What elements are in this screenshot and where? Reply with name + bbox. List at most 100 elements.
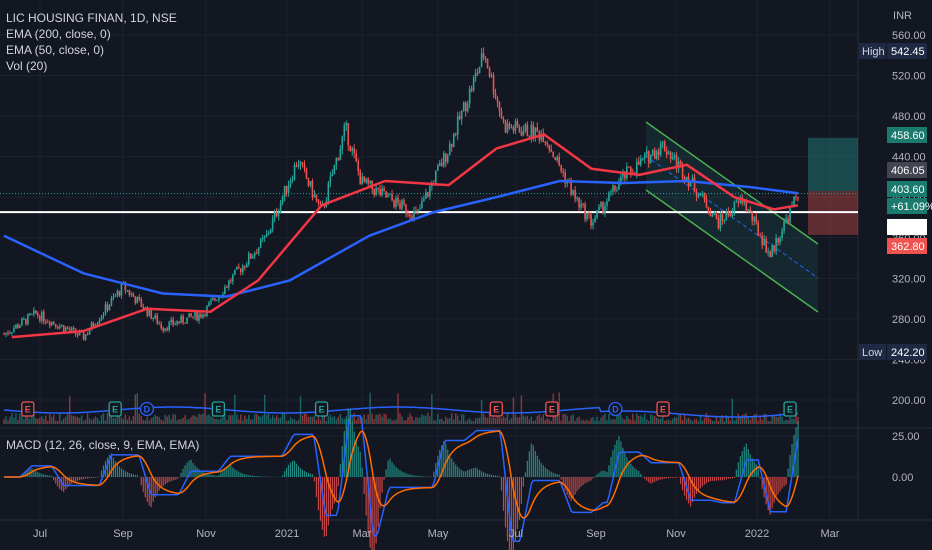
macd-histogram-bar: [707, 477, 710, 483]
volume-bar: [693, 419, 696, 424]
macd-histogram-bar: [152, 477, 154, 502]
volume-bar: [604, 413, 606, 424]
macd-histogram-bar: [705, 477, 708, 484]
volume-bar: [669, 420, 672, 424]
volume-bar: [5, 416, 7, 424]
candle-body: [630, 167, 632, 173]
volume-bar: [536, 416, 539, 424]
volume-bar: [27, 417, 29, 424]
macd-histogram-bar: [47, 475, 49, 477]
macd-histogram-bar: [158, 477, 160, 491]
macd-histogram-bar: [648, 477, 650, 483]
candle-body: [604, 206, 606, 213]
volume-bar: [667, 419, 670, 424]
channel-lower: [645, 189, 819, 313]
svg-text:E: E: [493, 405, 499, 415]
macd-histogram-bar: [733, 477, 735, 479]
macd-legend[interactable]: MACD (12, 26, close, 9, EMA, EMA): [6, 438, 200, 452]
candle-body: [417, 209, 419, 212]
volume-bar: [130, 420, 133, 424]
candle-body: [411, 216, 413, 220]
macd-histogram-bar: [741, 451, 743, 477]
macd-histogram-bar: [530, 443, 532, 477]
candle-body: [110, 298, 113, 306]
ema50-legend[interactable]: EMA (50, close, 0): [6, 43, 105, 57]
candle-body: [353, 148, 356, 154]
macd-histogram-bar: [407, 473, 409, 477]
symbol-title[interactable]: LIC HOUSING FINAN, 1D, NSE: [6, 11, 177, 25]
macd-histogram-bar: [455, 464, 457, 477]
volume-legend[interactable]: Vol (20): [6, 59, 48, 73]
macd-histogram-bar: [35, 471, 37, 477]
volume-bar: [3, 419, 5, 424]
macd-histogram-bar: [361, 467, 363, 477]
candle-body: [661, 141, 664, 143]
macd-histogram-bar: [769, 477, 771, 515]
macd-histogram-bar: [584, 477, 586, 484]
volume-bar: [478, 417, 481, 424]
candle-body: [261, 237, 264, 239]
candle-body: [725, 211, 728, 221]
candle-body: [275, 211, 278, 217]
volume-bar: [739, 416, 741, 424]
candle-body: [407, 213, 409, 215]
candle-body: [667, 152, 670, 155]
volume-bar: [307, 416, 310, 424]
volume-bar: [373, 418, 375, 424]
candle-body: [39, 315, 41, 321]
ema200-legend[interactable]: EMA (200, close, 0): [6, 27, 111, 41]
volume-bar: [359, 416, 361, 424]
volume-bar: [435, 420, 437, 424]
macd-histogram-bar: [506, 477, 509, 542]
volume-bar: [120, 417, 123, 424]
macd-histogram-bar: [640, 473, 642, 477]
candle-body: [452, 133, 455, 147]
macd-histogram-bar: [116, 463, 119, 477]
candle-body: [647, 151, 650, 164]
volume-bar: [783, 420, 785, 424]
macd-histogram-bar: [582, 477, 584, 485]
volume-bar: [72, 415, 75, 424]
volume-bar: [246, 418, 248, 424]
candle-body: [41, 311, 43, 321]
candle-body: [659, 142, 662, 155]
candle-body: [29, 314, 31, 316]
macd-histogram-bar: [164, 477, 166, 485]
macd-histogram-bar: [486, 473, 489, 477]
candle-body: [675, 155, 678, 169]
macd-histogram-bar: [709, 477, 712, 482]
macd-histogram-bar: [656, 477, 658, 481]
volume-bar: [781, 416, 783, 424]
macd-histogram-bar: [405, 473, 407, 477]
volume-bar: [769, 420, 771, 424]
candle-body: [689, 182, 692, 187]
volume-bar: [335, 419, 338, 424]
macd-histogram-bar: [413, 475, 415, 477]
macd-histogram-bar: [182, 468, 184, 477]
volume-bar: [767, 420, 769, 424]
candle-body: [440, 163, 443, 166]
macd-histogram-bar: [492, 475, 495, 477]
candle-body: [285, 185, 288, 193]
macd-histogram-bar: [142, 477, 144, 492]
candle-body: [502, 118, 505, 121]
macd-histogram-bar: [258, 476, 260, 477]
macd-histogram-bar: [467, 470, 469, 477]
volume-bar: [228, 415, 230, 424]
macd-histogram-bar: [457, 466, 459, 477]
candle-body: [118, 291, 121, 296]
candle-body: [50, 321, 53, 326]
candle-body: [218, 295, 220, 301]
candle-body: [184, 322, 186, 324]
candle-body: [612, 185, 614, 192]
candle-body: [297, 164, 300, 167]
candle-body: [731, 212, 734, 216]
macd-histogram-bar: [79, 477, 81, 481]
volume-bar: [510, 418, 513, 424]
volume-bar: [114, 417, 117, 424]
macd-histogram-bar: [285, 467, 288, 477]
volume-bar: [745, 413, 747, 424]
candle-body: [500, 111, 503, 119]
candle-body: [616, 189, 618, 191]
